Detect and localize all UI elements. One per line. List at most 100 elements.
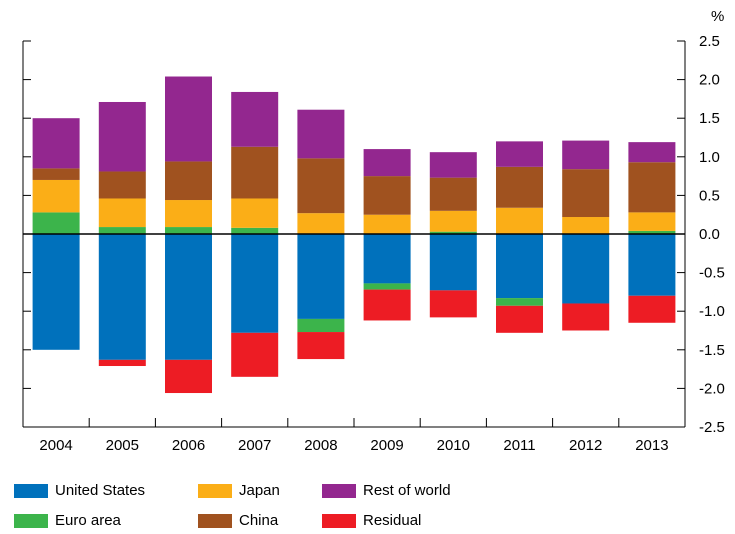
bar-rest-of-world-2006: [165, 76, 212, 162]
bar-japan-2007: [231, 198, 279, 228]
legend-item-euro-area: Euro area: [14, 512, 121, 529]
y-tick-label: 0.5: [699, 187, 720, 204]
bar-residual-2011: [496, 305, 543, 333]
bar-euro-area-2009: [363, 283, 411, 290]
y-tick-label: 1.5: [699, 110, 720, 127]
bar-japan-2005: [98, 198, 146, 228]
bar-china-2011: [496, 166, 543, 208]
bar-china-2004: [32, 168, 80, 180]
bar-united-states-2007: [231, 234, 279, 333]
bar-united-states-2011: [496, 234, 543, 299]
bar-china-2013: [628, 162, 676, 213]
bar-rest-of-world-2012: [562, 140, 610, 170]
legend-swatch-china: [198, 513, 232, 528]
y-tick-label: -1.5: [699, 342, 725, 359]
bar-united-states-2008: [297, 234, 345, 319]
legend: United States Japan Rest of world Euro a…: [14, 482, 734, 532]
bar-rest-of-world-2007: [231, 91, 279, 147]
legend-item-china: China: [198, 512, 278, 529]
bar-rest-of-world-2011: [496, 141, 543, 167]
bar-united-states-2005: [98, 234, 146, 360]
legend-swatch-euro-area: [14, 513, 48, 528]
y-tick-label: 2.5: [699, 33, 720, 50]
legend-label-china: China: [239, 512, 279, 529]
bar-euro-area-2005: [98, 227, 146, 234]
bar-euro-area-2006: [165, 227, 212, 234]
bar-residual-2005: [98, 359, 146, 367]
legend-label-rest-of-world: Rest of world: [363, 482, 451, 499]
x-tick-label-2011: 2011: [503, 437, 535, 454]
bar-euro-area-2007: [231, 227, 279, 234]
legend-item-united-states: United States: [14, 482, 145, 499]
bar-united-states-2006: [165, 234, 212, 360]
bar-rest-of-world-2008: [297, 109, 345, 159]
y-tick-label: -2.0: [699, 380, 725, 397]
bar-china-2012: [562, 169, 610, 218]
axes-layer: 2.5 2.0 1.5 1.0 0.5 0.0 -0.5 -1.0 -1.5 -2.0 -2.5% 2…: [22, 8, 725, 454]
bar-china-2010: [429, 177, 477, 211]
y-tick-label: -0.5: [699, 265, 725, 282]
bar-china-2008: [297, 158, 345, 214]
bar-china-2006: [165, 161, 212, 201]
legend-swatch-rest-of-world: [322, 483, 356, 498]
bar-japan-2011: [496, 207, 543, 234]
x-tick-label-2006: 2006: [172, 437, 205, 454]
y-tick-label: -1.0: [699, 303, 725, 320]
bar-united-states-2012: [562, 234, 610, 304]
legend-swatch-united-states: [14, 483, 48, 498]
x-tick-label-2008: 2008: [304, 437, 337, 454]
bar-residual-2009: [363, 289, 411, 321]
legend-item-residual: Residual: [322, 512, 421, 529]
x-tick-label-2013: 2013: [635, 437, 668, 454]
bar-japan-2006: [165, 200, 212, 228]
bar-rest-of-world-2009: [363, 149, 411, 177]
bar-china-2005: [98, 171, 146, 199]
x-tick-label-2005: 2005: [106, 437, 139, 454]
y-unit-label: %: [711, 8, 724, 25]
bar-residual-2010: [429, 290, 477, 318]
bar-residual-2007: [231, 332, 279, 377]
x-tick-label-2004: 2004: [39, 437, 72, 454]
bar-japan-2009: [363, 214, 411, 234]
legend-swatch-residual: [322, 513, 356, 528]
legend-item-japan: Japan: [198, 482, 280, 499]
bar-euro-area-2011: [496, 298, 543, 306]
bar-japan-2012: [562, 217, 610, 234]
bar-rest-of-world-2004: [32, 118, 80, 169]
bar-residual-2006: [165, 359, 212, 394]
bar-residual-2008: [297, 332, 345, 360]
bar-japan-2004: [32, 179, 80, 213]
bar-euro-area-2013: [628, 230, 676, 234]
legend-label-residual: Residual: [363, 512, 422, 529]
x-tick-label-2010: 2010: [437, 437, 470, 454]
bar-rest-of-world-2013: [628, 142, 676, 163]
bar-china-2009: [363, 176, 411, 215]
x-tick-label-2007: 2007: [238, 437, 271, 454]
y-tick-label: 0.0: [699, 226, 720, 243]
bar-rest-of-world-2005: [98, 101, 146, 172]
y-tick-label: 1.0: [699, 149, 720, 166]
bar-united-states-2010: [429, 234, 477, 291]
y-tick-label: -2.5: [699, 419, 725, 436]
bar-japan-2013: [628, 212, 676, 231]
bar-rest-of-world-2010: [429, 152, 477, 178]
x-tick-label-2012: 2012: [569, 437, 602, 454]
legend-label-euro-area: Euro area: [55, 512, 121, 529]
bar-united-states-2004: [32, 234, 80, 350]
x-tick-label-2009: 2009: [370, 437, 403, 454]
bar-united-states-2009: [363, 234, 411, 284]
legend-item-rest-of-world: Rest of world: [322, 482, 451, 499]
bar-japan-2008: [297, 213, 345, 234]
y-tick-label: 2.0: [699, 72, 720, 89]
legend-swatch-japan: [198, 483, 232, 498]
bar-china-2007: [231, 146, 279, 199]
legend-label-united-states: United States: [55, 482, 146, 499]
bar-euro-area-2004: [32, 212, 80, 234]
bar-euro-area-2008: [297, 318, 345, 333]
bars-layer: [32, 76, 676, 394]
legend-label-japan: Japan: [239, 482, 280, 499]
bar-united-states-2013: [628, 234, 676, 296]
bar-residual-2012: [562, 303, 610, 331]
bar-residual-2013: [628, 295, 676, 323]
